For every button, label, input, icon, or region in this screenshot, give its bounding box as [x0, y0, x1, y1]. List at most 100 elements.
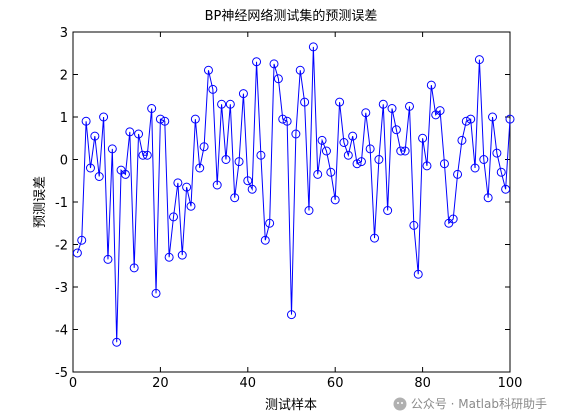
y-tick-label: 2: [60, 69, 68, 84]
y-tick-label: -4: [55, 324, 68, 339]
data-point: [173, 178, 183, 188]
axis-ticks: [72, 31, 511, 373]
data-point: [203, 65, 213, 75]
data-point: [352, 159, 362, 169]
data-point: [199, 142, 209, 152]
data-point: [422, 161, 432, 171]
y-tick-label: -5: [55, 366, 68, 381]
y-tick-label: 1: [60, 111, 68, 126]
data-point: [94, 172, 104, 181]
data-point: [435, 106, 445, 116]
data-point: [212, 180, 222, 190]
data-point: [321, 146, 331, 156]
data-point: [330, 195, 340, 205]
data-point: [304, 206, 314, 215]
data-point: [308, 42, 318, 52]
data-point: [474, 55, 484, 65]
data-point: [361, 108, 371, 118]
data-point: [282, 116, 292, 126]
data-point: [413, 269, 423, 279]
data-point: [335, 97, 345, 107]
data-point: [448, 214, 458, 224]
data-point: [374, 155, 384, 164]
data-point: [300, 97, 310, 107]
data-point: [260, 235, 270, 245]
x-tick-label: 20: [152, 376, 169, 391]
data-point: [409, 220, 419, 230]
data-point: [169, 212, 179, 222]
data-point: [129, 263, 139, 273]
data-point: [339, 138, 349, 147]
data-point: [230, 193, 240, 203]
data-point: [195, 163, 205, 173]
data-point: [225, 99, 235, 109]
data-point: [287, 310, 296, 320]
data-point: [453, 169, 463, 179]
data-point: [269, 59, 279, 69]
data-point: [383, 206, 393, 215]
data-point: [505, 114, 515, 124]
y-tick-label: 0: [60, 154, 68, 169]
data-point: [439, 159, 449, 169]
data-point: [155, 114, 165, 124]
data-point: [400, 146, 410, 156]
data-point: [151, 288, 161, 298]
data-point: [496, 167, 506, 177]
data-point: [356, 157, 366, 167]
chart-title: BP神经网络测试集的预测误差: [205, 8, 378, 24]
x-tick-label: 60: [327, 376, 344, 391]
y-tick-label: 3: [60, 26, 68, 41]
data-point: [243, 176, 253, 186]
data-point: [142, 150, 152, 160]
data-point: [164, 252, 174, 262]
data-point: [217, 99, 227, 109]
data-point: [479, 155, 489, 164]
x-axis-label: 测试样本: [265, 398, 317, 413]
data-point: [501, 184, 511, 194]
data-point: [72, 248, 82, 258]
data-point: [492, 148, 502, 158]
data-point: [387, 104, 397, 113]
data-point: [120, 169, 130, 179]
data-point: [295, 65, 305, 75]
y-tick-label: -2: [55, 239, 68, 254]
data-point: [343, 150, 353, 160]
data-point: [99, 112, 109, 122]
data-point: [247, 184, 257, 194]
plot-area: [72, 31, 511, 373]
data-point: [348, 131, 358, 141]
data-point: [365, 144, 375, 154]
data-point: [177, 250, 187, 260]
data-point: [134, 129, 144, 139]
data-point: [77, 235, 87, 245]
data-point: [391, 125, 401, 135]
data-point: [107, 144, 117, 154]
data-point: [470, 163, 480, 173]
data-point: [313, 169, 323, 179]
data-point: [147, 104, 157, 113]
data-point: [221, 155, 231, 164]
y-axis-label: 预测误差: [33, 176, 48, 228]
data-point: [238, 89, 248, 99]
data-point: [138, 150, 148, 160]
wechat-icon: [393, 397, 407, 410]
data-point: [488, 112, 498, 122]
data-point: [466, 114, 476, 124]
data-point: [112, 337, 122, 347]
data-point: [396, 146, 406, 156]
data-point: [457, 135, 467, 145]
data-point: [265, 218, 275, 228]
y-tick-label: -1: [55, 196, 68, 211]
data-point: [461, 116, 471, 126]
data-point: [160, 116, 170, 126]
data-point: [85, 163, 95, 173]
data-point: [103, 254, 113, 264]
x-tick-label: 80: [414, 376, 431, 391]
data-point: [208, 84, 218, 94]
data-point: [186, 201, 196, 211]
series-markers: [72, 42, 515, 347]
data-point: [326, 167, 336, 177]
data-point: [125, 127, 135, 137]
data-point: [252, 57, 262, 67]
